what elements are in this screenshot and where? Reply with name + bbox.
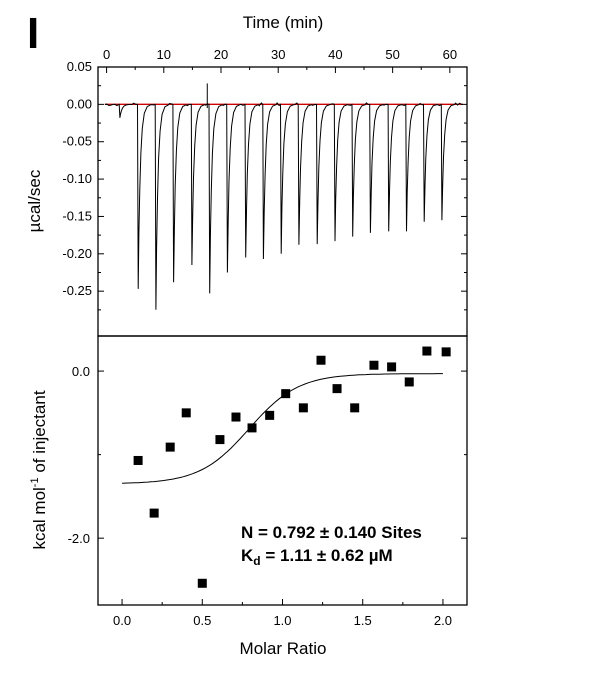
injection-heat-point: [247, 423, 257, 433]
time-axis-ticks: 0 10 20 30 40 50 60: [103, 47, 457, 73]
injection-heat-point: [316, 355, 326, 365]
raw-trace-path: [104, 102, 462, 310]
power-tick-label: 0.05: [67, 59, 92, 74]
panel-letter: I: [27, 9, 39, 58]
molar-ratio-tick-label: 0.5: [193, 613, 211, 628]
injection-heat-point: [215, 435, 225, 445]
enthalpy-axis-ticks: 0.0 -2.0: [68, 364, 467, 546]
molar-ratio-tick-label: 1.5: [354, 613, 372, 628]
raw-thermogram-panel: 0 10 20 30 40 50 60 0.05 0.00 -0.05 -0.10 -0.15 -0.…: [25, 13, 468, 337]
injection-heat-point: [149, 508, 159, 518]
time-tick-label: 10: [157, 47, 171, 62]
enthalpy-axis-title: kcal mol-1 of injectant: [29, 390, 49, 549]
injection-heat-point: [265, 410, 275, 420]
injection-heat-point: [181, 408, 191, 418]
enthalpy-tick-label: 0.0: [72, 364, 90, 379]
molar-ratio-tick-label: 2.0: [434, 613, 452, 628]
time-tick-label: 60: [443, 47, 457, 62]
molar-ratio-axis-title: Molar Ratio: [240, 639, 327, 658]
injection-heat-point: [281, 389, 291, 399]
injection-heat-points: [133, 346, 451, 588]
injection-heat-point: [133, 455, 143, 465]
enthalpy-tick-label: -2.0: [68, 531, 90, 546]
injection-heat-point: [441, 347, 451, 357]
injection-heat-point: [165, 442, 175, 452]
molar-ratio-tick-label: 1.0: [273, 613, 291, 628]
stoichiometry-annotation: N = 0.792 ± 0.140 Sites: [241, 523, 422, 542]
injection-heat-point: [197, 578, 207, 588]
power-tick-label: 0.00: [67, 96, 92, 111]
molar-ratio-axis-ticks: 0.0 0.5 1.0 1.5 2.0: [113, 599, 452, 628]
binding-isotherm-panel: 0.0 0.5 1.0 1.5 2.0 0.0 -2.0 Molar Ratio kcal…: [29, 335, 468, 658]
time-tick-label: 50: [385, 47, 399, 62]
injection-heat-point: [332, 384, 342, 394]
injection-heat-point: [369, 360, 379, 370]
injection-heat-point: [404, 377, 414, 387]
time-axis-title: Time (min): [243, 13, 324, 32]
power-axis-title: µcal/sec: [25, 169, 44, 232]
power-tick-label: -0.25: [62, 283, 92, 298]
power-axis-ticks: 0.05 0.00 -0.05 -0.10 -0.15 -0.20 -0.25: [62, 59, 467, 311]
injection-heat-point: [231, 412, 241, 422]
power-tick-label: -0.05: [62, 134, 92, 149]
raw-heat-trace: [104, 83, 462, 310]
molar-ratio-tick-label: 0.0: [113, 613, 131, 628]
power-tick-label: -0.15: [62, 208, 92, 223]
power-tick-label: -0.20: [62, 246, 92, 261]
time-tick-label: 0: [103, 47, 110, 62]
injection-heat-point: [387, 362, 397, 372]
injection-heat-point: [298, 403, 308, 413]
time-tick-label: 30: [271, 47, 285, 62]
injection-heat-point: [350, 403, 360, 413]
kd-annotation: Kd = 1.11 ± 0.62 µM: [241, 546, 393, 568]
time-tick-label: 20: [214, 47, 228, 62]
power-tick-label: -0.10: [62, 171, 92, 186]
time-tick-label: 40: [328, 47, 342, 62]
injection-heat-point: [422, 346, 432, 356]
